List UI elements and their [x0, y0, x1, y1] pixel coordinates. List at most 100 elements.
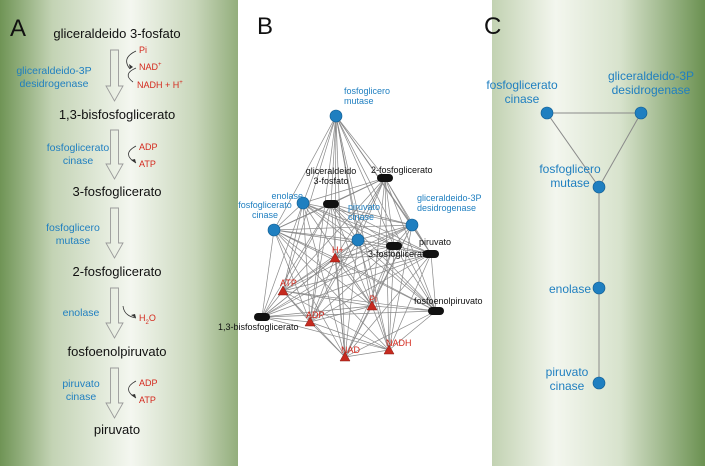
network-edge	[334, 257, 346, 358]
network-edge	[335, 115, 395, 247]
network-edge	[334, 177, 386, 259]
network-edge	[330, 203, 432, 255]
reaction-arrow-2	[105, 129, 124, 180]
network-edge	[309, 257, 336, 323]
metabolite-piruvato: piruvato	[94, 422, 140, 437]
network-edge	[430, 253, 437, 312]
network-edge	[388, 224, 413, 351]
arrowhead-icon	[131, 314, 136, 318]
network-node-g3p	[323, 200, 339, 208]
enzyme-a-gapdh-line1: gliceraldeido-3P	[16, 65, 91, 77]
network-node-pi	[366, 300, 378, 311]
enzyme-node-c-pgk	[540, 106, 554, 120]
network-label-piruvato: piruvato	[419, 237, 451, 247]
network-edge	[334, 245, 395, 259]
reaction-arrow-1	[105, 49, 124, 102]
network-edge	[302, 202, 432, 255]
cofactor-a-atp-1: ATP	[139, 159, 156, 169]
network-label-2pg: 2-fosfoglicerato	[371, 165, 433, 175]
panel-letter-b: B	[257, 13, 273, 40]
network-edge	[384, 177, 432, 255]
network-edge	[330, 203, 395, 247]
network-edge	[302, 202, 311, 323]
network-edges	[261, 115, 437, 358]
network-label-3pg: 3-fosfoglicerato	[368, 249, 430, 259]
network-edge	[371, 305, 437, 312]
metabolite-1-3-bisfosfoglicerato: 1,3-bisfosfoglicerato	[59, 107, 175, 122]
network-node-piruvato-cinase	[351, 233, 365, 247]
cofactor-a-nad: NAD+	[139, 62, 162, 72]
network-label-h: H+	[332, 245, 344, 255]
network-edge	[384, 177, 390, 351]
enzyme-a-enolase: enolase	[63, 307, 100, 319]
network-edge	[334, 257, 437, 312]
network-edge	[261, 305, 373, 318]
enzyme-a-pgm-line2: mutase	[56, 235, 91, 247]
cofactor-a-water: H2O	[139, 313, 156, 326]
network-edge	[273, 229, 390, 351]
network-edge	[335, 115, 346, 358]
metabolite-3-fosfoglicerato: 3-fosfoglicerato	[73, 184, 162, 199]
network-edge	[334, 115, 337, 259]
network-edge	[302, 202, 413, 226]
network-edge	[261, 229, 275, 318]
network-node-adp	[304, 316, 316, 327]
reaction-arrows	[105, 49, 124, 419]
network-edge	[282, 203, 332, 292]
network-edge	[273, 229, 311, 323]
network-edge	[309, 239, 359, 323]
enzyme-a-pgk-line2: cinase	[63, 155, 94, 167]
network-edge	[330, 203, 359, 241]
network-edge	[309, 321, 346, 358]
panel-a-background	[0, 0, 238, 466]
network-edge	[344, 310, 437, 358]
network-edge	[282, 239, 359, 292]
enzyme-network-nodes	[540, 106, 648, 390]
network-edge	[309, 203, 332, 323]
cofactor-arrow-nad	[127, 67, 137, 83]
network-edge	[309, 253, 432, 323]
enzyme-node-c-eno	[592, 281, 606, 295]
network-node-nad	[339, 351, 351, 362]
network-label-adp: ADP	[306, 310, 325, 320]
network-label-piruvato-cinase: piruvato cinase	[348, 202, 380, 222]
enzyme-label-c-gapdh: gliceraldeido-3P desidrogenase	[608, 69, 694, 97]
network-edge	[282, 253, 432, 292]
enzyme-network-edge	[598, 112, 642, 188]
network-edge	[384, 177, 437, 312]
enzyme-label-c-eno: enolase	[549, 282, 591, 296]
cofactor-a-adp-1: ADP	[139, 142, 158, 152]
metabolite-gliceraldeido-3-fosfato: gliceraldeido 3-fosfato	[53, 26, 180, 41]
network-edge	[282, 290, 390, 351]
cofactor-a-nadh: NADH + H+	[137, 80, 183, 90]
network-label-atp: ATP	[280, 278, 297, 288]
network-edge	[334, 224, 413, 259]
network-edge	[335, 115, 432, 255]
arrowhead-icon	[131, 394, 136, 398]
enzyme-network-labels: fosfoglicerato cinase gliceraldeido-3P desi…	[486, 69, 694, 393]
network-edge	[330, 203, 413, 226]
network-label-enolase: enolase	[271, 191, 303, 201]
network-edge	[282, 257, 336, 292]
network-edge	[330, 115, 337, 205]
enzyme-label-c-pk: piruvato cinase	[546, 365, 589, 393]
panel-a-pathway: gliceraldeido 3-fosfato 1,3-bisfosfoglic…	[16, 26, 183, 437]
network-edge	[344, 245, 395, 358]
arrowhead-icon	[131, 159, 136, 163]
network-edge	[357, 239, 390, 351]
network-edge	[309, 321, 390, 351]
enzyme-a-pk-line2: cinase	[66, 391, 97, 403]
network-node-13bpg	[254, 313, 270, 321]
panel-c-network: fosfoglicerato cinase gliceraldeido-3P desi…	[486, 69, 694, 393]
enzyme-label-c-pgm: fosfoglicero mutase	[539, 162, 601, 190]
network-label-fosfoglicerato-cinase: fosfoglicerato cinase	[238, 200, 292, 220]
enzyme-network-edges	[546, 112, 642, 383]
network-edge	[330, 203, 437, 312]
network-edge	[335, 115, 390, 351]
network-edge	[261, 202, 304, 318]
network-edge	[334, 257, 373, 307]
network-node-2pg	[377, 174, 393, 182]
